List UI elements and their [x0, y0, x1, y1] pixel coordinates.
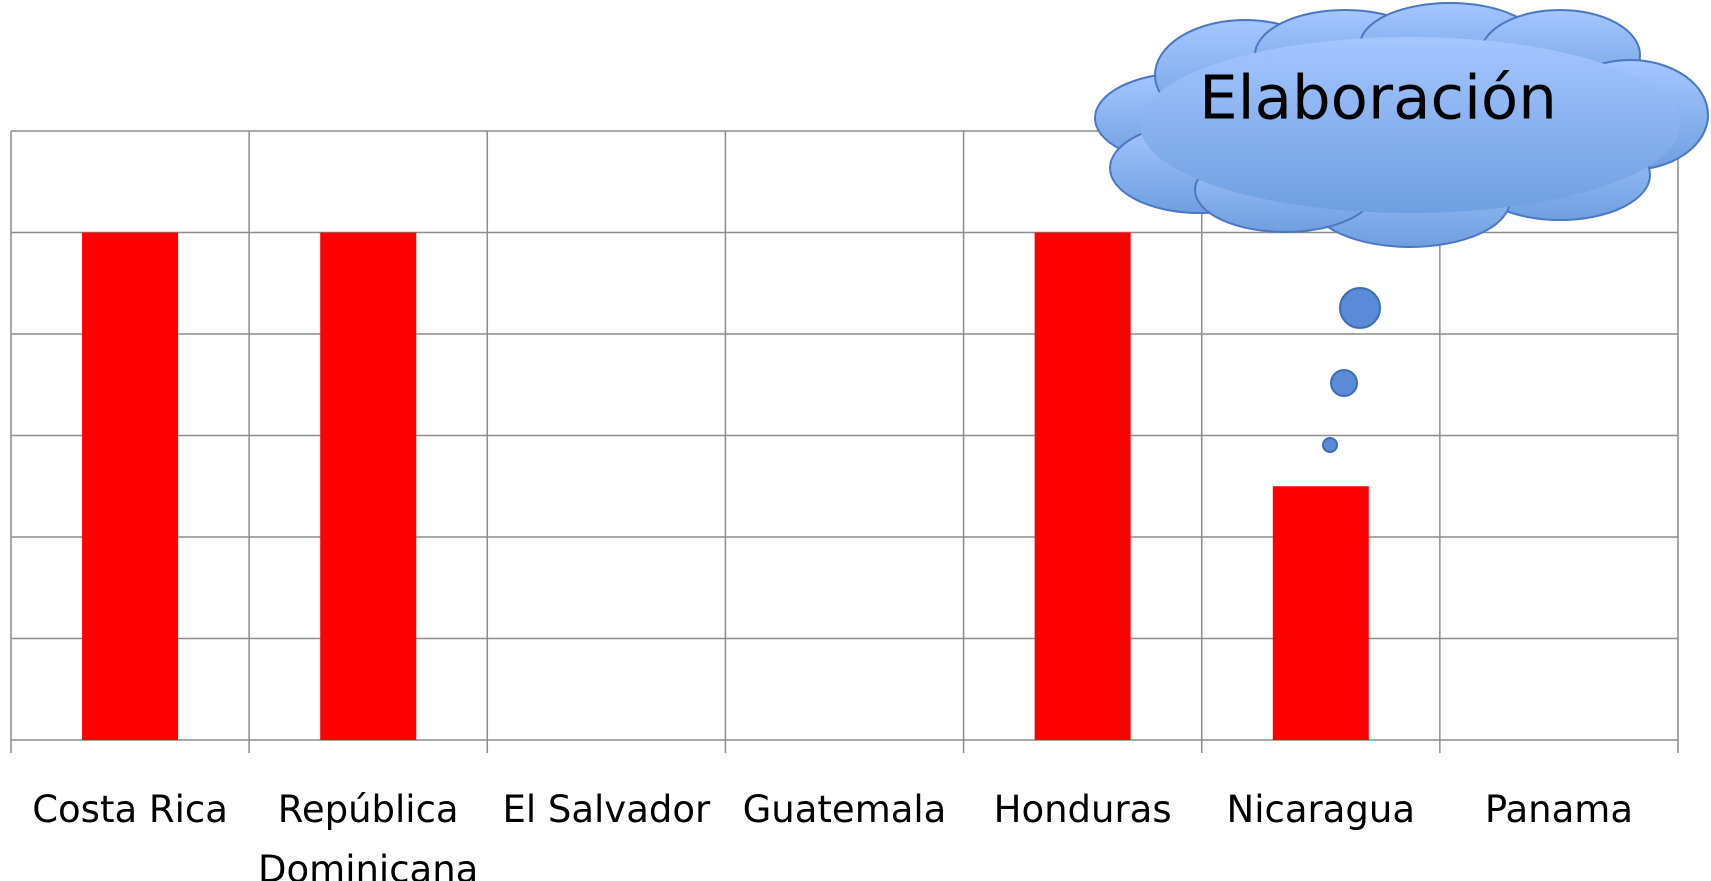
x-tick-label: República Dominicana [258, 788, 479, 881]
x-tick-label: Honduras [993, 788, 1172, 831]
x-tick-label: Costa Rica [32, 788, 228, 831]
thought-cloud: Elaboración [1094, 2, 1709, 453]
annotation: Elaboración [1199, 63, 1557, 134]
x-tick-label: Nicaragua [1226, 788, 1416, 831]
bar [1034, 232, 1131, 740]
bar [1272, 486, 1369, 740]
plot [10, 130, 1679, 753]
x-tick-label: El Salvador [502, 788, 711, 831]
bar [320, 232, 417, 740]
x-tick-label: Panama [1484, 788, 1633, 831]
bar [82, 232, 179, 740]
x-tick-label: Guatemala [742, 788, 947, 831]
